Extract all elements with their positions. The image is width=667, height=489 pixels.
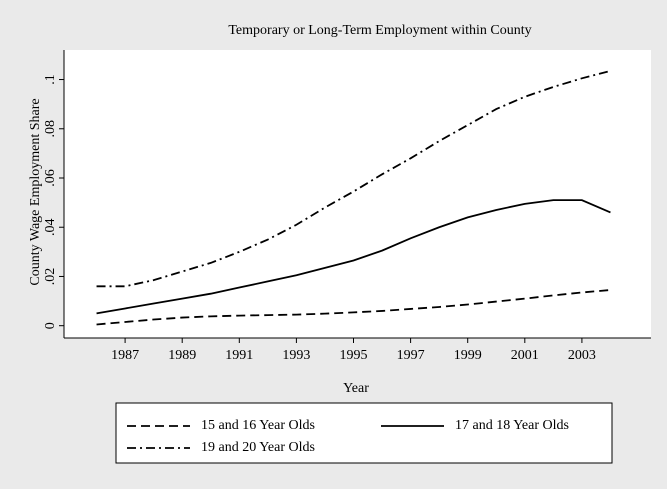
x-tick-label: 1999	[454, 348, 482, 363]
y-tick-label: .06	[43, 169, 58, 187]
y-tick-label: .04	[43, 218, 58, 236]
series-line	[96, 199, 611, 315]
y-tick-label: .1	[43, 74, 58, 85]
x-tick-label: 1993	[282, 348, 310, 363]
y-tick-label: 0	[43, 322, 58, 329]
y-tick-label: .02	[43, 268, 58, 286]
y-axis-title: County Wage Employment Share	[28, 98, 43, 285]
x-tick-label: 2003	[568, 348, 596, 363]
x-tick-label: 1987	[111, 348, 139, 363]
legend-label: 17 and 18 Year Olds	[455, 418, 569, 433]
y-tick-label: .08	[43, 120, 58, 138]
legend-label: 15 and 16 Year Olds	[201, 418, 315, 433]
x-tick-label: 1997	[397, 348, 425, 363]
x-axis-title: Year	[343, 381, 369, 396]
legend-label: 19 and 20 Year Olds	[201, 440, 315, 455]
legend	[115, 402, 613, 464]
x-tick-label: 2001	[511, 348, 539, 363]
x-tick-label: 1995	[340, 348, 368, 363]
series-line	[96, 289, 611, 326]
x-tick-label: 1991	[225, 348, 253, 363]
plot-area	[64, 50, 651, 338]
chart-title: Temporary or Long-Term Employment within…	[228, 23, 531, 38]
x-tick-label: 1989	[168, 348, 196, 363]
